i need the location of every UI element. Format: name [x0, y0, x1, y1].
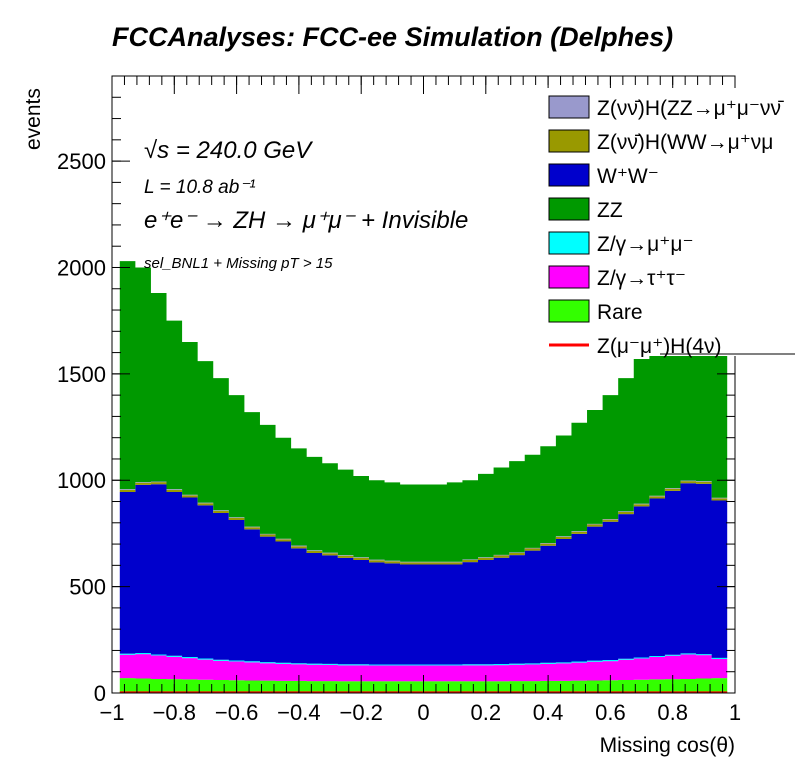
y-tick-label: 2000 [57, 255, 106, 280]
series-area-z-h-ww [119, 481, 728, 565]
legend-swatch [548, 231, 590, 255]
x-tick-label: 0 [417, 700, 429, 725]
series-area-zz [119, 261, 728, 562]
series-area-w-w [119, 483, 728, 665]
legend-label: Z(νν̄)H(WW→μ⁺νμ [597, 131, 773, 154]
y-tick-label: 1500 [57, 362, 106, 387]
x-tick-label: −0.8 [153, 700, 196, 725]
x-tick-label: 1 [729, 700, 741, 725]
legend-label: Z(νν̄)H(ZZ→μ⁺μ⁻νν̄ [597, 97, 784, 120]
legend-label: Z(μ⁻μ⁺)H(4ν) [597, 335, 722, 358]
legend: Z(νν̄)H(ZZ→μ⁺μ⁻νν̄ Z(νν̄)H(WW→μ⁺νμ W⁺W⁻ ZZ Z… [545, 88, 795, 358]
legend-swatch [548, 95, 590, 119]
legend-label: ZZ [597, 199, 623, 222]
stacked-areas [119, 261, 728, 694]
legend-swatch [548, 197, 590, 221]
y-tick-label: 2500 [57, 149, 106, 174]
series-area-z [119, 654, 728, 682]
legend-label: W⁺W⁻ [597, 165, 659, 188]
legend-label: Z/γ→μ⁺μ⁻ [597, 233, 694, 256]
legend-swatch [548, 163, 590, 187]
annotations: √s = 240.0 GeV L = 10.8 ab⁻¹ e⁺e⁻ → ZH →… [144, 137, 468, 272]
annotation-selection: sel_BNL1 + Missing pT > 15 [144, 255, 333, 272]
x-tick-label: 0.2 [471, 700, 502, 725]
y-tick-label: 1000 [57, 468, 106, 493]
axes: −1 −0.8 −0.6 −0.4 −0.2 0 0.2 0.4 0.6 0.8 1 0 500 1000… [57, 75, 741, 725]
chart-title: FCCAnalyses: FCC-ee Simulation (Delphes) [112, 22, 673, 52]
x-tick-label: −0.4 [277, 700, 320, 725]
x-tick-label: 0.6 [595, 700, 626, 725]
y-axis-label: events [22, 88, 45, 150]
x-tick-label: 0.8 [657, 700, 688, 725]
x-tick-label: 0.4 [533, 700, 564, 725]
series-area-z-h-zz [119, 480, 728, 563]
x-tick-label: −0.2 [339, 700, 382, 725]
x-axis-label: Missing cos(θ) [600, 734, 735, 757]
y-tick-label: 0 [94, 681, 106, 706]
annotation-sqrt-s: √s = 240.0 GeV [144, 137, 313, 164]
legend-label: Rare [597, 301, 643, 324]
legend-swatch [548, 265, 590, 289]
x-tick-label: −1 [99, 700, 124, 725]
annotation-process: e⁺e⁻ → ZH → μ⁺μ⁻ + Invisible [144, 207, 468, 234]
x-tick-label: −0.6 [215, 700, 258, 725]
legend-swatch [548, 299, 590, 323]
annotation-luminosity: L = 10.8 ab⁻¹ [144, 177, 256, 198]
y-tick-label: 500 [69, 575, 106, 600]
legend-label: Z/γ→τ⁺τ⁻ [597, 267, 686, 290]
legend-swatch [548, 129, 590, 153]
series-area-z [119, 653, 728, 666]
